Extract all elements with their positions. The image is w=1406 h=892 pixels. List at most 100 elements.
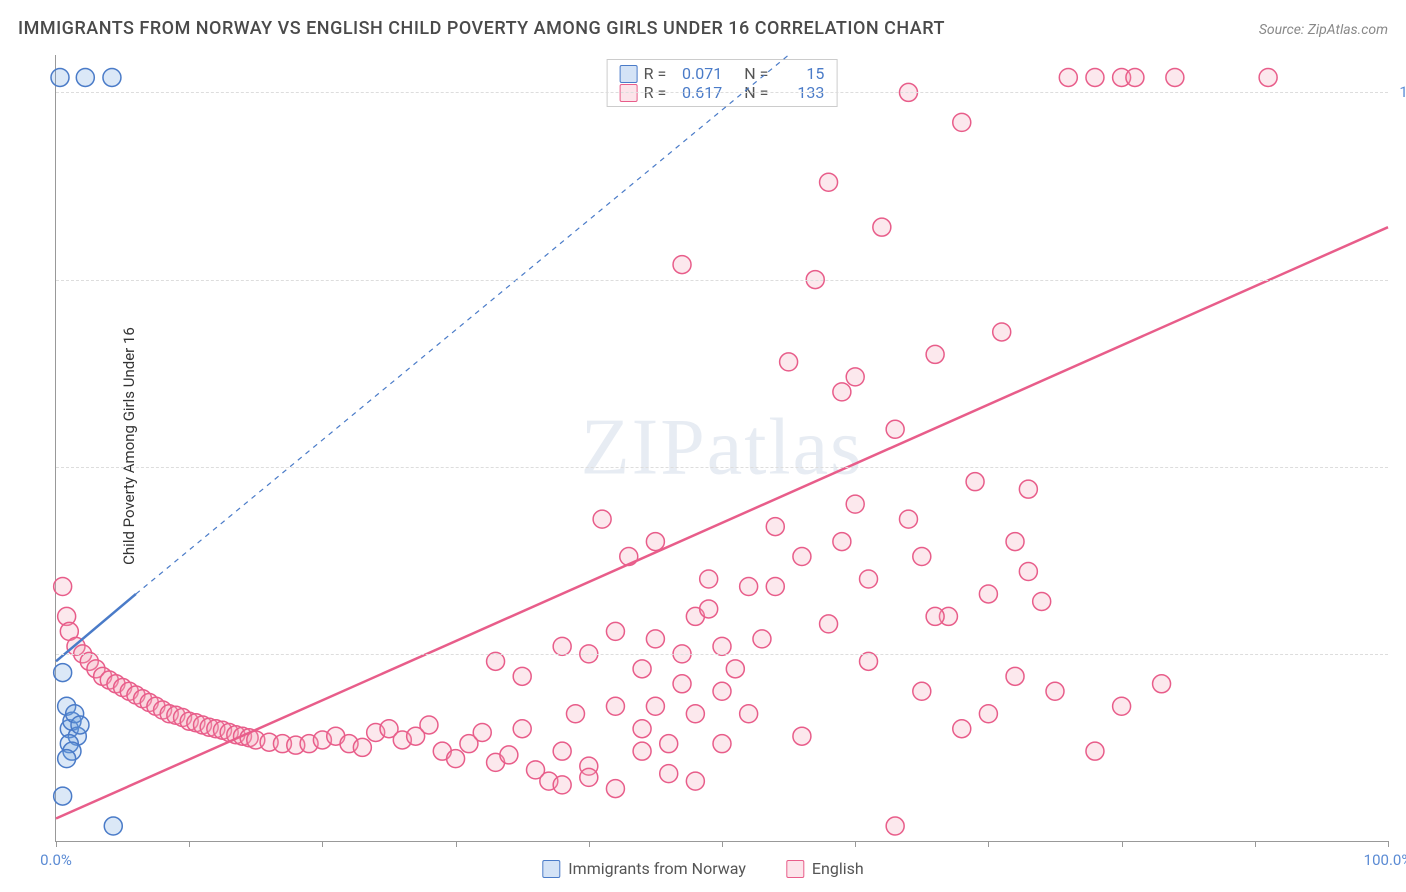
scatter-point (793, 548, 811, 566)
scatter-point (780, 353, 798, 371)
scatter-point (966, 473, 984, 491)
scatter-point (913, 548, 931, 566)
legend-label: Immigrants from Norway (568, 859, 746, 878)
swatch-series-2 (786, 860, 804, 878)
scatter-point (700, 600, 718, 618)
scatter-point (51, 68, 69, 86)
x-tick (988, 841, 989, 847)
x-tick (589, 841, 590, 847)
scatter-point (713, 682, 731, 700)
scatter-point (1153, 675, 1171, 693)
scatter-point (753, 630, 771, 648)
legend-item: English (786, 859, 864, 878)
x-tick (1122, 841, 1123, 847)
x-tick (722, 841, 723, 847)
scatter-point (646, 697, 664, 715)
x-tick-label: 0.0% (40, 851, 72, 869)
scatter-point (633, 742, 651, 760)
scatter-point (660, 735, 678, 753)
grid-line (56, 654, 1388, 655)
grid-line (56, 280, 1388, 281)
grid-line (56, 467, 1388, 468)
swatch-series-1 (542, 860, 560, 878)
scatter-point (58, 750, 76, 768)
scatter-point (673, 675, 691, 693)
scatter-point (54, 787, 72, 805)
x-tick (855, 841, 856, 847)
scatter-point (606, 622, 624, 640)
x-tick (189, 841, 190, 847)
scatter-point (1046, 682, 1064, 700)
scatter-point (606, 780, 624, 798)
scatter-point (726, 660, 744, 678)
scatter-point (76, 68, 94, 86)
scatter-point (913, 682, 931, 700)
scatter-point (820, 615, 838, 633)
scatter-point (766, 518, 784, 536)
scatter-point (766, 577, 784, 595)
scatter-point (646, 630, 664, 648)
scatter-point (873, 218, 891, 236)
scatter-point (713, 735, 731, 753)
scatter-point (793, 727, 811, 745)
y-tick-label: 50.0% (1393, 458, 1406, 476)
scatter-point (953, 113, 971, 131)
scatter-point (740, 577, 758, 595)
scatter-point (953, 720, 971, 738)
scatter-point (487, 652, 505, 670)
scatter-point (886, 420, 904, 438)
scatter-point (500, 746, 518, 764)
scatter-point (820, 173, 838, 191)
scatter-point (926, 607, 944, 625)
scatter-point (1259, 68, 1277, 86)
x-tick (56, 841, 57, 847)
trend-line-extension (136, 55, 789, 594)
scatter-point (513, 667, 531, 685)
scatter-point (1006, 667, 1024, 685)
scatter-point (646, 533, 664, 551)
scatter-point (473, 723, 491, 741)
scatter-point (673, 256, 691, 274)
trend-line (56, 227, 1388, 818)
source-label: Source: (1259, 22, 1304, 38)
scatter-point (1019, 563, 1037, 581)
scatter-point (686, 772, 704, 790)
scatter-point (1166, 68, 1184, 86)
scatter-point (553, 776, 571, 794)
scatter-point (860, 570, 878, 588)
scatter-point (1059, 68, 1077, 86)
legend-label: English (812, 859, 864, 878)
scatter-point (686, 705, 704, 723)
scatter-point (1113, 697, 1131, 715)
scatter-point (513, 720, 531, 738)
scatter-point (54, 664, 72, 682)
x-tick-label: 100.0% (1364, 851, 1406, 869)
scatter-point (71, 716, 89, 734)
scatter-point (740, 705, 758, 723)
scatter-point (713, 637, 731, 655)
scatter-point (1086, 742, 1104, 760)
scatter-point (104, 817, 122, 835)
scatter-point (606, 697, 624, 715)
scatter-point (633, 660, 651, 678)
scatter-point (1006, 533, 1024, 551)
scatter-point (846, 495, 864, 513)
chart-svg (56, 55, 1388, 841)
scatter-point (633, 720, 651, 738)
scatter-point (1086, 68, 1104, 86)
x-tick (456, 841, 457, 847)
scatter-point (54, 577, 72, 595)
source-attribution: Source: ZipAtlas.com (1259, 22, 1388, 38)
scatter-point (566, 705, 584, 723)
scatter-point (553, 637, 571, 655)
y-tick-label: 100.0% (1393, 83, 1406, 101)
scatter-point (700, 570, 718, 588)
scatter-point (1019, 480, 1037, 498)
plot-area: ZIPatlas R = 0.071 N = 15 R = 0.617 N = … (55, 55, 1388, 842)
y-tick-label: 75.0% (1393, 271, 1406, 289)
scatter-point (860, 652, 878, 670)
scatter-point (353, 738, 371, 756)
scatter-point (833, 383, 851, 401)
x-tick (322, 841, 323, 847)
scatter-point (979, 585, 997, 603)
